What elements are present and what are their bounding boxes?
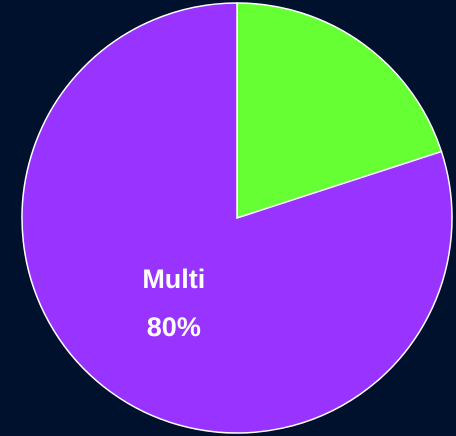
pie-slice — [21, 2, 453, 434]
pie-slice — [236, 2, 443, 220]
slice-value-label: 80% — [147, 312, 201, 342]
slice-label: Multi — [142, 264, 205, 294]
